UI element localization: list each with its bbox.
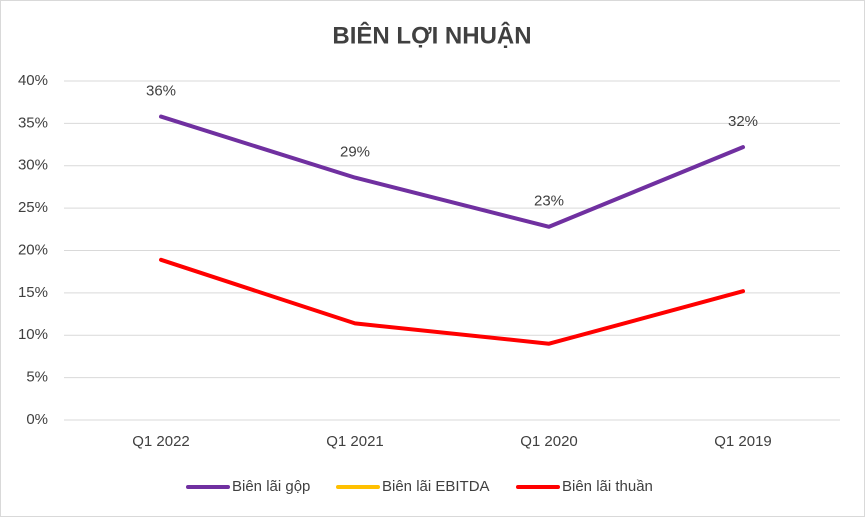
data-label: 23% bbox=[534, 193, 564, 210]
y-tick-label: 35% bbox=[18, 114, 48, 131]
data-label: 32% bbox=[728, 113, 758, 130]
y-tick-label: 20% bbox=[18, 241, 48, 258]
y-tick-label: 10% bbox=[18, 326, 48, 343]
legend-label: Biên lãi gộp bbox=[232, 478, 310, 495]
chart-title: BIÊN LỢI NHUẬN bbox=[332, 21, 531, 49]
data-label: 36% bbox=[146, 83, 176, 100]
y-tick-label: 30% bbox=[18, 157, 48, 174]
y-tick-label: 0% bbox=[26, 411, 48, 428]
series-line bbox=[159, 114, 745, 229]
data-label: 29% bbox=[340, 144, 370, 161]
x-tick-label: Q1 2022 bbox=[132, 433, 190, 450]
x-tick-label: Q1 2020 bbox=[520, 433, 578, 450]
x-tick-label: Q1 2019 bbox=[714, 433, 772, 450]
series-line bbox=[159, 257, 745, 346]
y-tick-label: 5% bbox=[26, 369, 48, 386]
y-tick-label: 25% bbox=[18, 199, 48, 216]
y-tick-label: 15% bbox=[18, 284, 48, 301]
x-tick-label: Q1 2021 bbox=[326, 433, 384, 450]
legend-label: Biên lãi thuần bbox=[562, 478, 653, 495]
y-tick-label: 40% bbox=[18, 72, 48, 89]
legend-label: Biên lãi EBITDA bbox=[382, 478, 490, 495]
